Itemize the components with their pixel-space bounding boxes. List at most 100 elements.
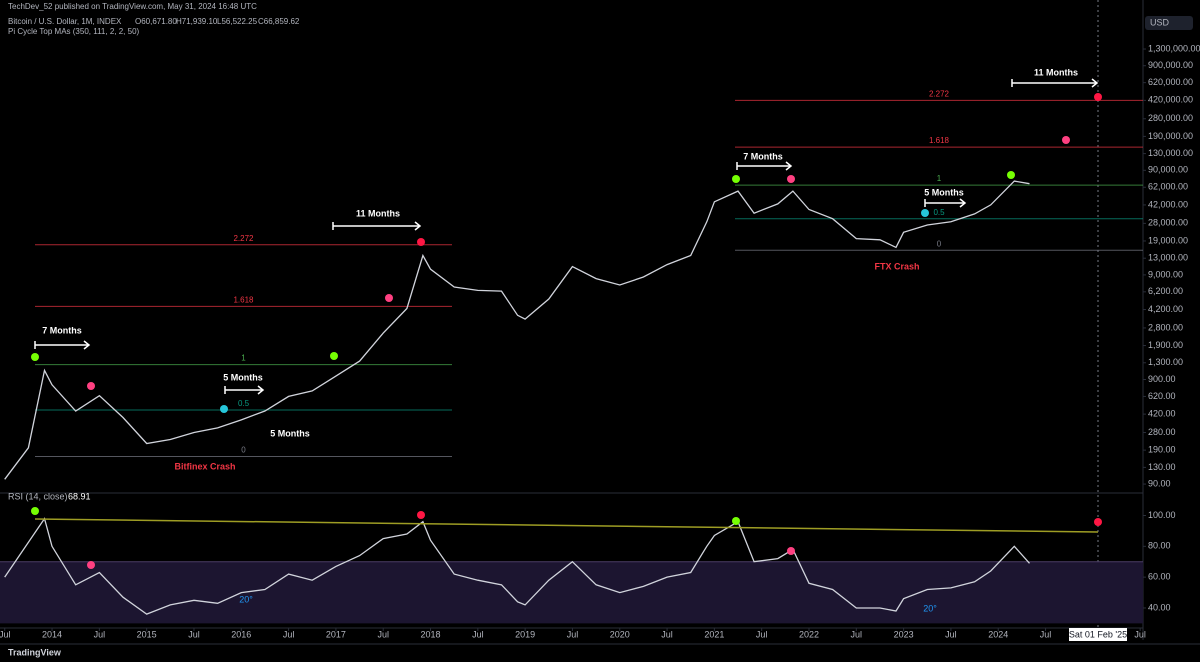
- x-tick-label: Jul: [94, 629, 106, 639]
- y-tick-label: 420.00: [1148, 408, 1176, 418]
- x-tick-label: Jul: [661, 629, 673, 639]
- x-tick-label: 2015: [137, 629, 157, 639]
- x-tick-label: 2017: [326, 629, 346, 639]
- signal-dots: [31, 93, 1102, 569]
- y-tick-label: 4,200.00: [1148, 304, 1183, 314]
- crosshair-label-box: [1069, 628, 1127, 641]
- x-tick-label: 2021: [704, 629, 724, 639]
- y-tick-label: 42,000.00: [1148, 199, 1188, 209]
- x-tick-label: 2022: [799, 629, 819, 639]
- dot: [31, 507, 39, 515]
- annotation: 5 Months: [924, 187, 964, 197]
- y-tick-label: 280.00: [1148, 427, 1176, 437]
- x-tick-label: Jul: [567, 629, 579, 639]
- fib-label: 0: [241, 446, 246, 455]
- y-tick-label: 900,000.00: [1148, 60, 1193, 70]
- y-tick-label: 60.00: [1148, 572, 1171, 582]
- dot: [787, 547, 795, 555]
- dot: [921, 209, 929, 217]
- publisher: TechDev_52 published on TradingView.com,…: [8, 2, 257, 11]
- x-tick-label: Jul: [1040, 629, 1052, 639]
- dot: [87, 561, 95, 569]
- x-tick-label: Jul: [377, 629, 389, 639]
- currency[interactable]: USD: [1150, 17, 1170, 27]
- low: L56,522.25: [217, 17, 258, 26]
- fib-label: 0.5: [238, 399, 250, 408]
- dot: [732, 517, 740, 525]
- y-tick-label: 6,200.00: [1148, 286, 1183, 296]
- y-tick-label: 13,000.00: [1148, 253, 1188, 263]
- annotation: 5 Months: [270, 428, 310, 438]
- rsi-title: RSI (14, close): [8, 491, 68, 501]
- annotation: 11 Months: [1034, 67, 1078, 77]
- dot: [1062, 136, 1070, 144]
- dot: [1094, 93, 1102, 101]
- dot: [732, 175, 740, 183]
- y-tick-label: 420,000.00: [1148, 95, 1193, 105]
- dot: [787, 175, 795, 183]
- dot: [1007, 171, 1015, 179]
- high: H71,939.10: [176, 17, 218, 26]
- annotation: 11 Months: [356, 208, 400, 218]
- dot: [417, 511, 425, 519]
- annotation: 20°: [923, 603, 937, 613]
- x-tick-label: 2024: [988, 629, 1008, 639]
- y-tick-label: 80.00: [1148, 541, 1171, 551]
- annotation: 7 Months: [743, 151, 783, 161]
- rsi-value: 68.91: [68, 491, 91, 501]
- fib-label: 2.272: [929, 89, 950, 98]
- arrow: [924, 198, 967, 208]
- crosshair-label: Sat 01 Feb '25: [1069, 629, 1127, 639]
- close: C66,859.62: [258, 17, 300, 26]
- x-tick-label: 2019: [515, 629, 535, 639]
- x-tick-label: 2023: [894, 629, 914, 639]
- x-tick-label: Jul: [188, 629, 200, 639]
- fib-label: 1.618: [233, 295, 254, 304]
- y-tick-label: 900.00: [1148, 374, 1176, 384]
- dot: [87, 382, 95, 390]
- series-line: [4, 180, 1030, 480]
- brand: TradingView: [8, 647, 62, 657]
- y-tick-label: 9,000.00: [1148, 269, 1183, 279]
- annotation: Bitfinex Crash: [174, 461, 235, 471]
- dot: [417, 238, 425, 246]
- y-tick-label: 130,000.00: [1148, 148, 1193, 158]
- y-tick-label: 19,000.00: [1148, 235, 1188, 245]
- y-tick-label: 620,000.00: [1148, 77, 1193, 87]
- fib-label: 1: [937, 174, 942, 183]
- fib-label: 1: [241, 354, 246, 363]
- annotation: 20°: [239, 594, 253, 604]
- y-tick-label: 90,000.00: [1148, 165, 1188, 175]
- arrow: [332, 221, 422, 231]
- x-tick-label: 2018: [421, 629, 441, 639]
- annotation: FTX Crash: [874, 261, 919, 271]
- y-tick-label: 190,000.00: [1148, 131, 1193, 141]
- currency-button[interactable]: [1145, 16, 1193, 30]
- dot: [385, 294, 393, 302]
- x-tick-label: 2014: [42, 629, 62, 639]
- series-line: [4, 517, 1030, 615]
- y-tick-label: 620.00: [1148, 391, 1176, 401]
- y-tick-label: 1,300.00: [1148, 357, 1183, 367]
- y-tick-label: 130.00: [1148, 462, 1176, 472]
- dot: [1094, 518, 1102, 526]
- open: O60,671.80: [135, 17, 177, 26]
- y-tick-label: 1,900.00: [1148, 340, 1183, 350]
- arrow: [224, 385, 265, 395]
- y-tick-label: 28,000.00: [1148, 218, 1188, 228]
- fib-label: 0: [937, 239, 942, 248]
- dot: [31, 353, 39, 361]
- fib-label: 1.618: [929, 136, 950, 145]
- x-tick-label: Jul: [283, 629, 295, 639]
- symbol: Bitcoin / U.S. Dollar, 1M, INDEX: [8, 17, 122, 26]
- arrow: [1011, 78, 1099, 88]
- annotation: 5 Months: [223, 372, 263, 382]
- y-tick-label: 90.00: [1148, 478, 1171, 488]
- y-tick-label: 1,300,000.00: [1148, 43, 1200, 53]
- fib-label: 0.5: [933, 208, 945, 217]
- x-tick-label: 2020: [610, 629, 630, 639]
- arrow: [736, 161, 793, 171]
- trend-line: [34, 518, 1099, 533]
